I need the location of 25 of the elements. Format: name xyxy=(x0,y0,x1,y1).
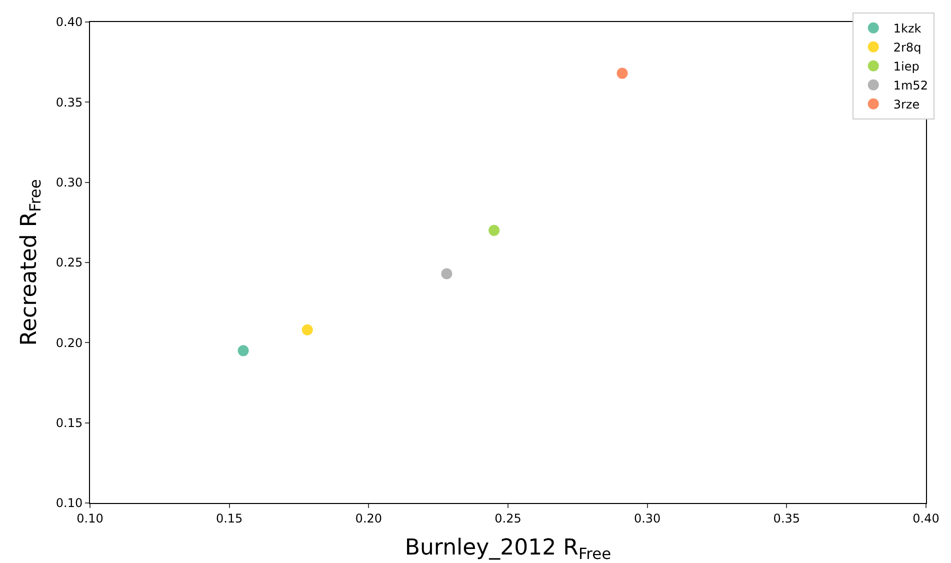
y-tick-label: 0.35 xyxy=(56,95,83,110)
y-tick-label: 0.20 xyxy=(56,336,83,350)
y-tick-label: 0.10 xyxy=(56,496,83,510)
x-tick-label: 0.40 xyxy=(912,511,940,526)
y-tick-label: 0.40 xyxy=(56,15,83,30)
x-tick-label: 0.20 xyxy=(355,511,382,526)
point xyxy=(488,224,500,236)
y-tick-label: 0.15 xyxy=(56,416,83,430)
x-tick-label: 0.10 xyxy=(76,511,104,526)
y-tick-label: 0.30 xyxy=(56,176,83,190)
y-tick-label: 0.25 xyxy=(56,256,83,270)
x-tick-label: 0.15 xyxy=(216,511,243,526)
legend-label: 1kzk xyxy=(893,22,922,36)
x-tick-label: 0.25 xyxy=(494,511,522,526)
point xyxy=(238,345,249,356)
legend-label: 1iep xyxy=(893,60,920,74)
point xyxy=(302,324,313,336)
legend-label: 2r8q xyxy=(893,40,922,55)
x-tick-label: 0.30 xyxy=(634,511,661,526)
point xyxy=(616,68,628,79)
point xyxy=(441,268,452,280)
legend-label: 1m52 xyxy=(893,78,928,93)
x-axis-title: Burnley_2012 R$_{Free}$ xyxy=(404,535,612,563)
x-tick-label: 0.35 xyxy=(773,511,800,526)
legend-label: 3rze xyxy=(893,98,920,112)
